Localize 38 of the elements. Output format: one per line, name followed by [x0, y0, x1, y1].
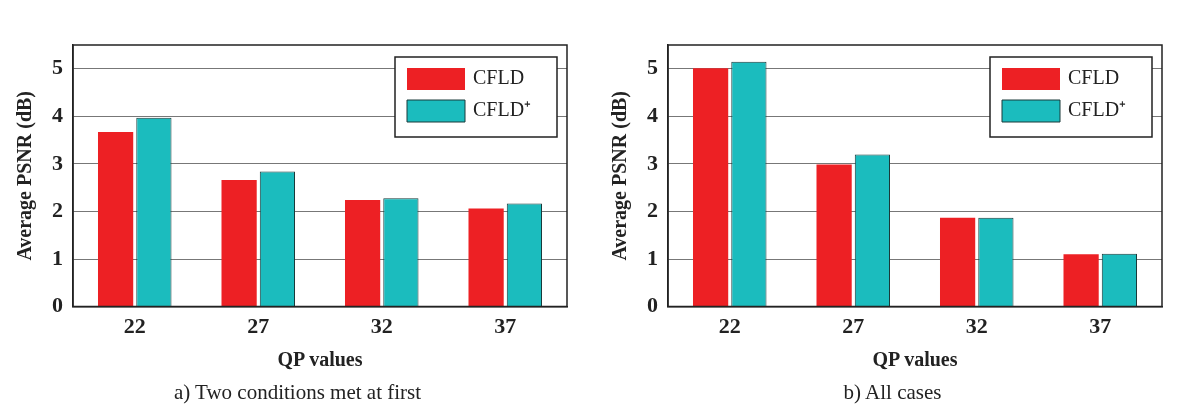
- y-tick-label: 1: [52, 244, 63, 270]
- y-tick-label: 4: [52, 102, 63, 128]
- y-tick-label: 0: [52, 292, 63, 318]
- x-tick-label: 32: [965, 313, 988, 339]
- x-axis-title: QP values: [277, 348, 363, 371]
- bar: [345, 200, 381, 307]
- text: a) Two conditions met at first: [172, 380, 423, 405]
- bar: [693, 68, 729, 307]
- y-tick-label: 5: [647, 54, 658, 80]
- y-tick-label: 3: [647, 149, 658, 175]
- y-tick-label: 2: [647, 197, 658, 223]
- x-tick-label: 32: [370, 313, 393, 339]
- y-tick-label: 3: [52, 149, 63, 175]
- x-tick-label: 27: [842, 313, 865, 339]
- y-tick-label: 1: [647, 244, 658, 270]
- x-tick-label: 37: [494, 313, 517, 339]
- y-axis-title: Average PSNR (dB): [13, 91, 37, 261]
- bar: [816, 164, 852, 307]
- y-tick-label: 0: [647, 292, 658, 318]
- y-tick-label: 4: [647, 102, 658, 128]
- y-axis-title: Average PSNR (dB): [608, 91, 632, 261]
- x-tick-label: 22: [123, 313, 146, 339]
- x-axis-title: QP values: [872, 348, 958, 371]
- legend-label: CFLD⁺: [1068, 98, 1127, 121]
- bar: [468, 208, 504, 307]
- legend-label: CFLD⁺: [473, 98, 532, 121]
- legend-label: CFLD: [473, 66, 525, 89]
- bar: [1063, 254, 1099, 307]
- x-tick-label: 22: [718, 313, 741, 339]
- y-tick-label: 5: [52, 54, 63, 80]
- legend-label: CFLD: [1068, 66, 1120, 89]
- x-tick-label: 27: [247, 313, 270, 339]
- y-tick-label: 2: [52, 197, 63, 223]
- x-tick-label: 37: [1089, 313, 1112, 339]
- text: b) All cases: [842, 380, 943, 405]
- bar: [98, 132, 134, 307]
- bar: [940, 217, 976, 307]
- bar: [221, 180, 257, 307]
